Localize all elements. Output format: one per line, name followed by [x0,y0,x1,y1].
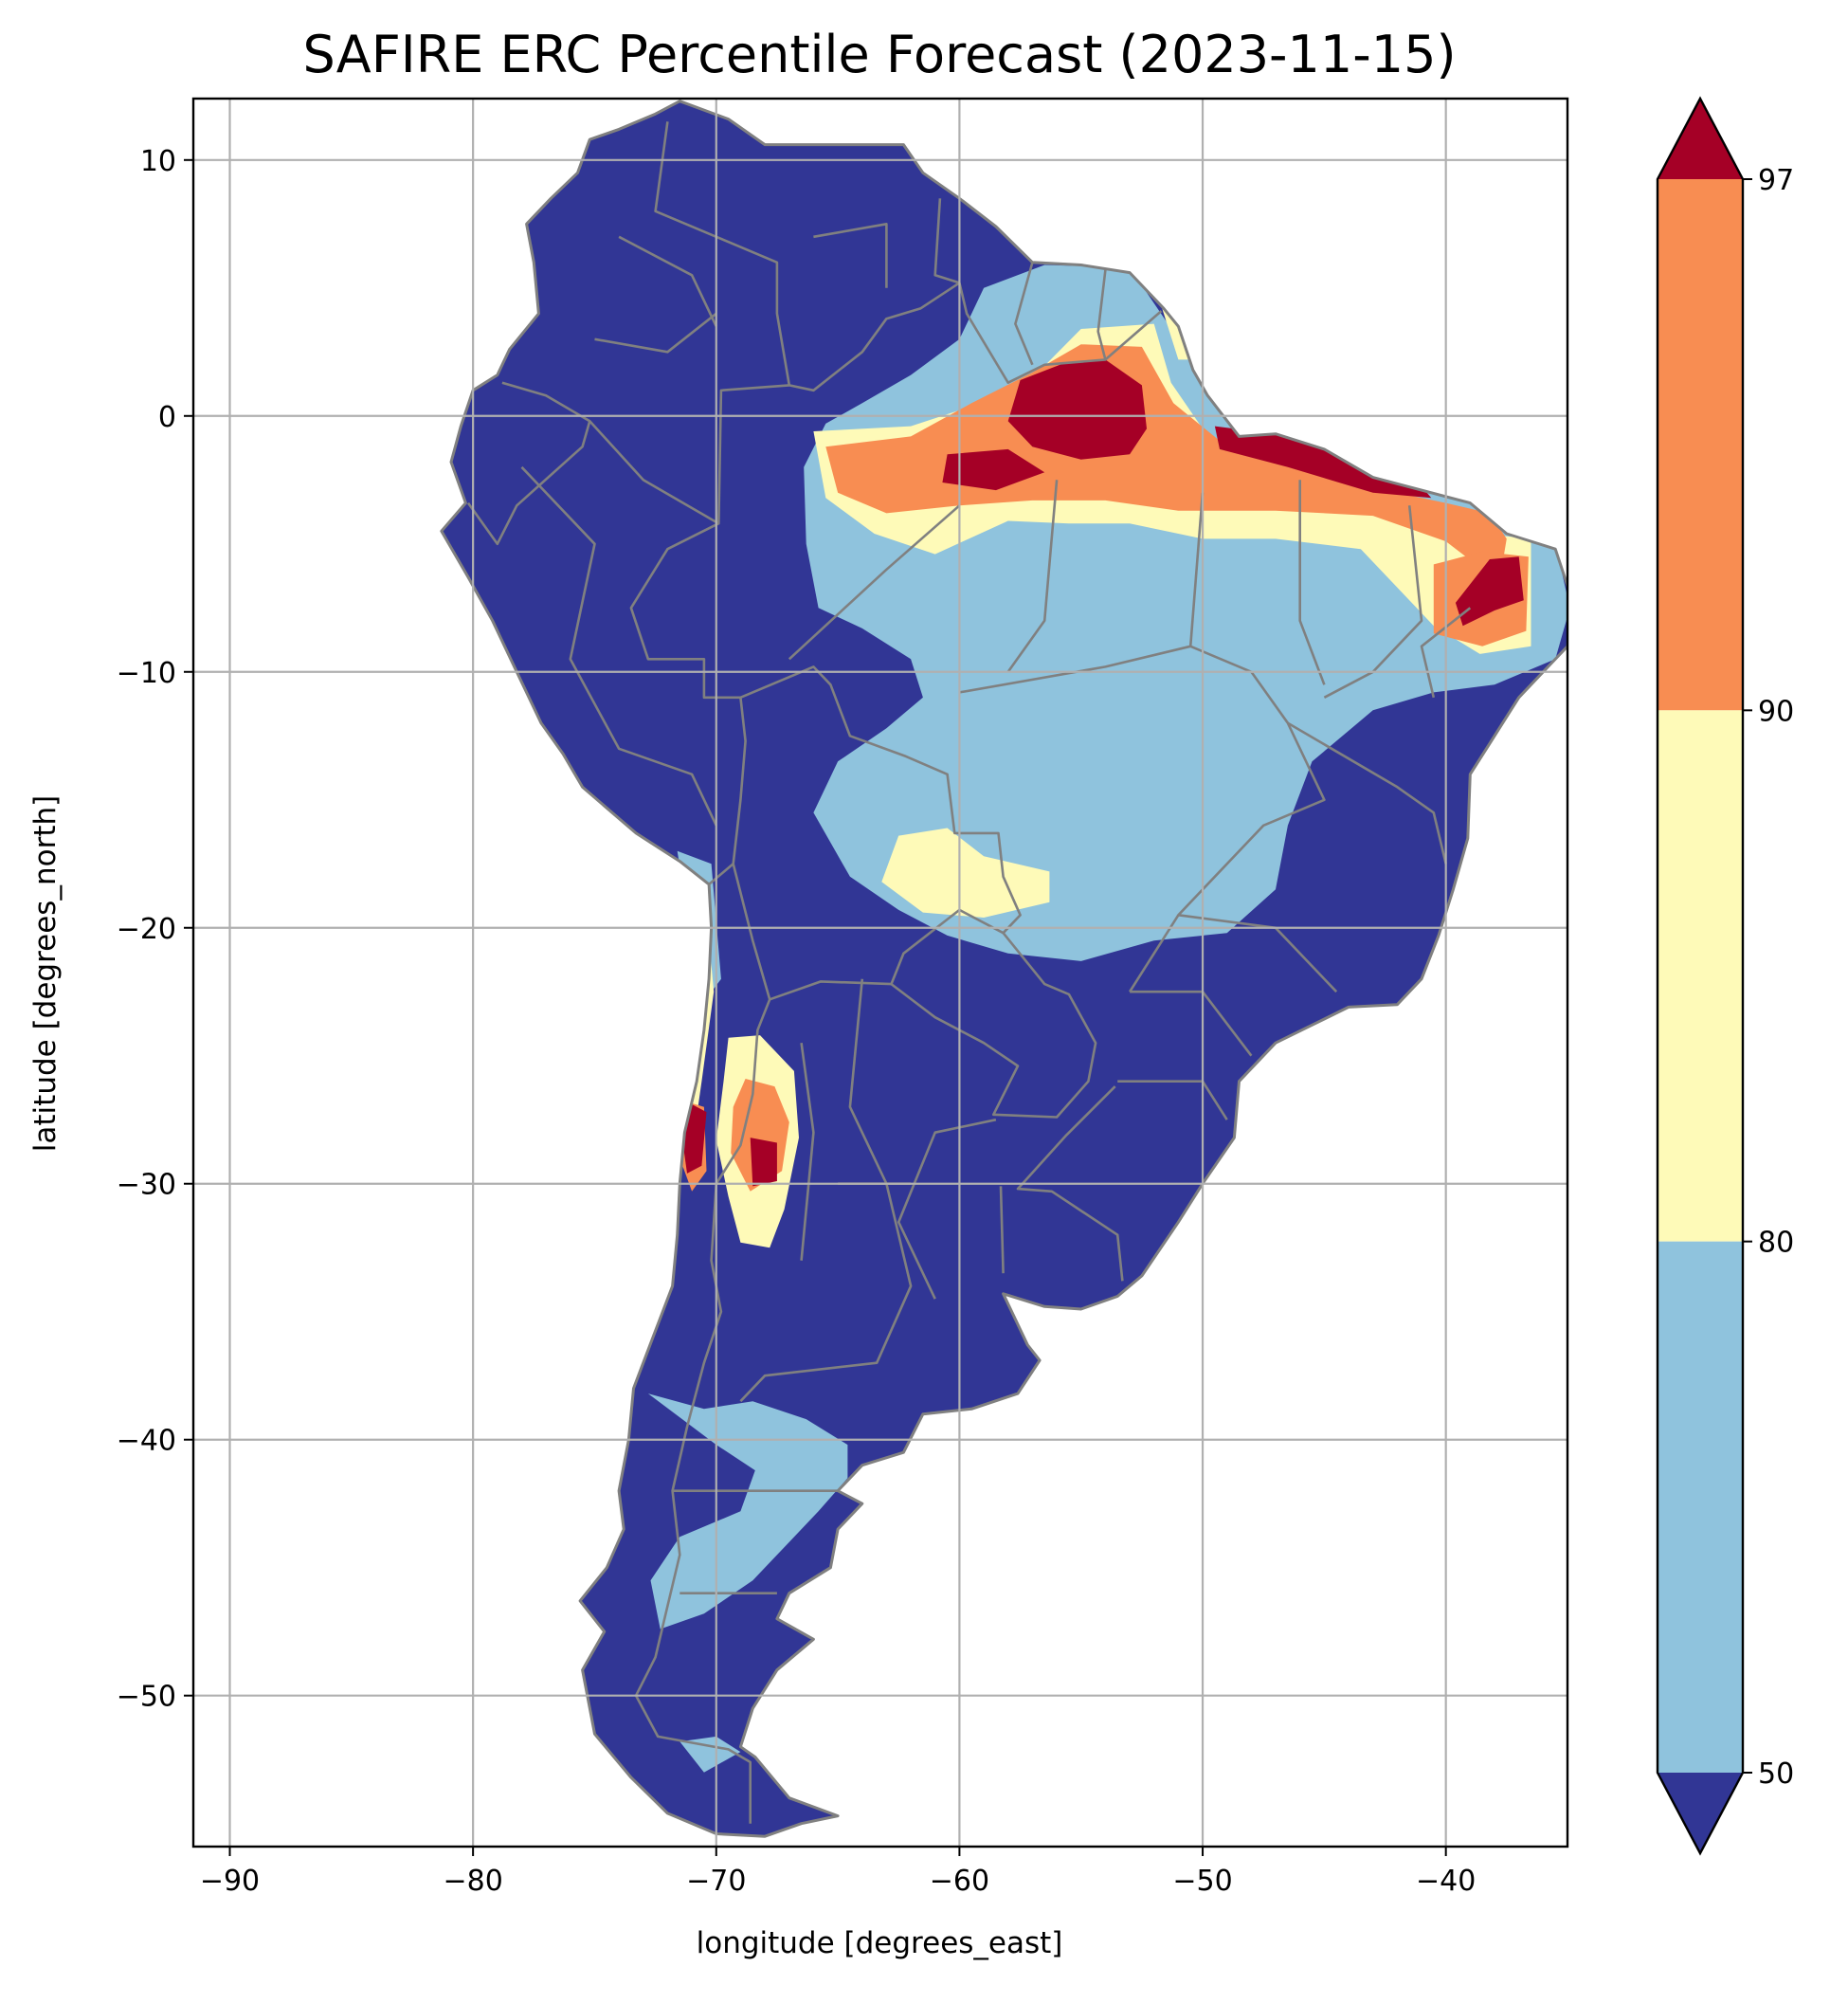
colorbar-extend-top [1658,99,1743,179]
region-patagonia [647,1393,848,1630]
y-tick-label: −30 [117,1169,176,1202]
border-line [1188,492,1205,646]
colorbar-tick-label: 90 [1758,695,1794,728]
x-tick-label: −60 [930,1865,989,1898]
border-line [800,1043,815,1261]
coastline-path [440,100,1567,1838]
border-line [890,932,1097,1119]
y-tick-label: 10 [140,145,176,178]
border-line [999,1186,1005,1274]
border-line [1298,480,1326,685]
colorbar-tick-label: 97 [1758,164,1794,197]
y-axis-ticks: 10 0 −10 −20 −30 −40 −50 [117,145,193,1714]
region-para-red [1007,359,1147,460]
border-line [1287,721,1447,865]
axes-frame [191,97,1569,1848]
colorbar-tick-label: 80 [1758,1227,1794,1260]
x-axis-label: longitude [degrees_east] [697,1926,1063,1960]
y-tick-label: 0 [158,401,176,434]
border-line [629,522,747,885]
x-tick-label: −40 [1416,1865,1476,1898]
border-line [788,504,961,661]
colorbar: 97 90 80 50 [1656,96,1794,1856]
colorbar-tick-label: 50 [1758,1757,1794,1791]
border-line [618,235,717,327]
border-line [933,198,1163,384]
border-line [520,465,717,827]
region-pantanal [881,828,1050,918]
border-line [634,998,771,1824]
x-axis-ticks: −90 −80 −70 −60 −50 −40 [200,1847,1476,1898]
coastline [440,100,1567,1838]
region-andes-red [750,1138,777,1187]
border-line [466,420,591,546]
border-line [788,282,961,392]
x-tick-label: −70 [686,1865,746,1898]
border-line [594,312,717,354]
y-tick-label: −50 [117,1681,176,1714]
region-tierra-del-fuego [679,1736,741,1773]
x-tick-label: −90 [200,1865,260,1898]
y-axis-label: latitude [degrees_north] [28,795,63,1152]
y-tick-label: −10 [117,657,176,690]
y-tick-label: −40 [117,1425,176,1458]
border-line [732,863,1005,1001]
gridlines [193,99,1567,1847]
border-line [1323,505,1423,699]
border-line [739,665,1022,935]
border-line [813,223,888,288]
colorbar-extend-bottom [1658,1773,1743,1853]
border-line [1420,607,1472,699]
border-line [1006,480,1059,673]
border-line [1014,262,1034,366]
region-northeast-red [1455,556,1524,627]
border-line [1016,1085,1124,1282]
country-state-borders [466,121,1472,1824]
border-line [897,1118,997,1300]
x-tick-label: −50 [1172,1865,1232,1898]
colorbar-segment [1658,710,1743,1242]
region-amazon-red [942,448,1045,491]
x-tick-label: −80 [443,1865,502,1898]
chart-title: SAFIRE ERC Percentile Forecast (2023-11-… [302,25,1456,84]
y-tick-label: −20 [117,913,176,946]
region-north-coast-orange [825,344,1507,583]
colorbar-segment [1658,179,1743,711]
border-line [739,978,913,1403]
map-plot-area [193,99,1567,1847]
border-line [1096,269,1107,360]
colorbar-segment [1658,1241,1743,1773]
